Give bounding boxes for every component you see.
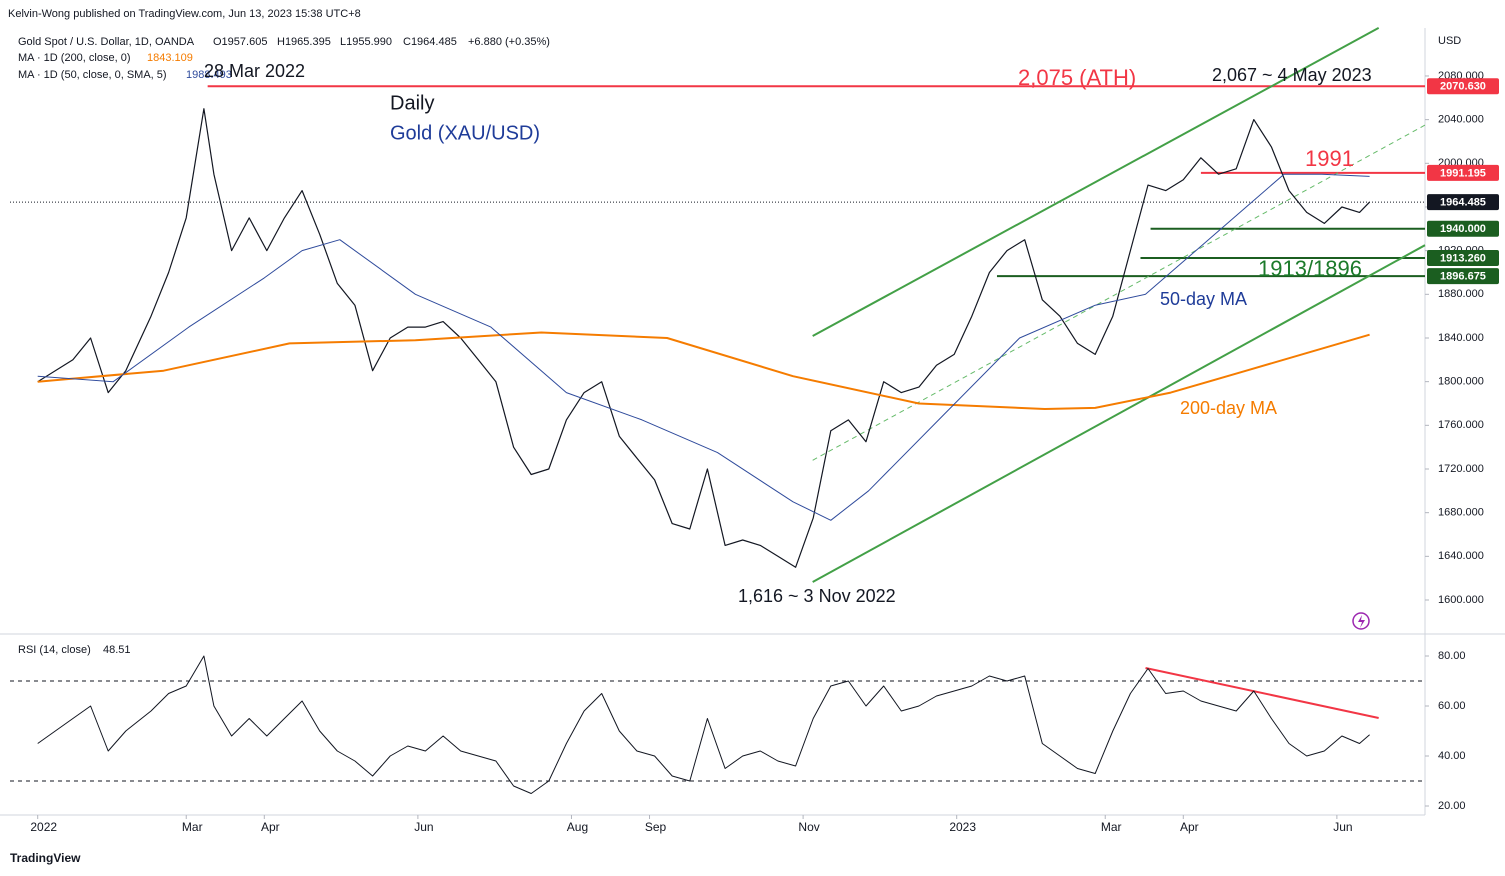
level-tag [1427, 194, 1499, 211]
legend-name: RSI (14, close) [18, 644, 91, 656]
x-tick-label: Jun [414, 820, 433, 834]
level-tag [1427, 268, 1499, 285]
y-tick-label: 1840.000 [1438, 332, 1484, 344]
annotation: 2,075 (ATH) [1018, 65, 1136, 90]
y-tick-label: 1600.000 [1438, 594, 1484, 606]
currency: USD [1438, 35, 1461, 47]
level-label: 1940.000 [1440, 223, 1486, 235]
y-tick-label: 40.00 [1438, 750, 1466, 762]
icon[interactable] [1352, 612, 1370, 630]
footer-logo: TradingView [10, 851, 81, 865]
annotation: 200-day MA [1180, 398, 1277, 418]
annotation: Daily [390, 92, 434, 114]
legend-name: MA · 1D (200, close, 0) [18, 52, 131, 64]
annotation: 50-day MA [1160, 289, 1247, 309]
published: Kelvin-Wong published on TradingView.com… [8, 8, 361, 20]
y-tick-label: 1880.000 [1438, 288, 1484, 300]
series-line [37, 173, 1370, 521]
icon-bolt [1358, 615, 1365, 628]
y-tick-label: 20.00 [1438, 800, 1466, 812]
series-line [37, 655, 1370, 794]
legend-value: 1988.493 [186, 69, 232, 81]
level-label: 1991.195 [1440, 167, 1486, 179]
legend-value: 48.51 [103, 644, 131, 656]
trend-line [812, 244, 1426, 583]
x-tick-label: Mar [182, 820, 203, 834]
legend-name: Gold Spot / U.S. Dollar, 1D, OANDA [18, 36, 195, 48]
legend-value: 1843.109 [147, 52, 193, 64]
level-label: 1913.260 [1440, 252, 1486, 264]
legend-ohlc: L1955.990 [340, 36, 392, 48]
annotation: 1,616 ~ 3 Nov 2022 [738, 586, 896, 606]
x-tick-label: Aug [567, 820, 588, 834]
x-tick-label: Nov [798, 820, 819, 834]
x-tick-label: Apr [1180, 820, 1199, 834]
level-tag [1427, 250, 1499, 267]
x-tick-label: Mar [1101, 820, 1122, 834]
level-label: 2070.630 [1440, 81, 1486, 93]
y-tick-label: 1720.000 [1438, 463, 1484, 475]
trend-line [1145, 667, 1379, 719]
legend-ohlc: O1957.605 [213, 36, 267, 48]
annotation: 1991 [1305, 146, 1354, 171]
level-tag [1427, 78, 1499, 95]
legend-ohlc: H1965.395 [277, 36, 331, 48]
x-tick-label: 2023 [949, 820, 976, 834]
series-line [37, 108, 1371, 568]
x-tick-label: Jun [1333, 820, 1352, 834]
annotation: Gold (XAU/USD) [390, 122, 540, 144]
trend-line [812, 27, 1380, 337]
annotation: 2,067 ~ 4 May 2023 [1212, 65, 1372, 85]
series-line [37, 331, 1370, 410]
y-tick-label: 2040.000 [1438, 114, 1484, 126]
x-tick-label: Apr [261, 820, 280, 834]
y-tick-label: 1800.000 [1438, 376, 1484, 388]
y-tick-label: 60.00 [1438, 700, 1466, 712]
legend-name: MA · 1D (50, close, 0, SMA, 5) [18, 69, 167, 81]
y-tick-label: 80.00 [1438, 650, 1466, 662]
level-tag [1427, 220, 1499, 237]
legend-ohlc: +6.880 (+0.35%) [468, 36, 550, 48]
y-tick-label: 1640.000 [1438, 550, 1484, 562]
x-tick-label: 2022 [30, 820, 57, 834]
x-tick-label: Sep [645, 820, 667, 834]
level-label: 1896.675 [1440, 271, 1486, 283]
annotation: 1913/1896 [1258, 256, 1362, 281]
level-tag [1427, 164, 1499, 181]
level-label: 1964.485 [1440, 196, 1486, 208]
y-tick-label: 1760.000 [1438, 419, 1484, 431]
y-tick-label: 1680.000 [1438, 507, 1484, 519]
annotation: 28 Mar 2022 [204, 61, 305, 81]
legend-ohlc: C1964.485 [403, 36, 457, 48]
